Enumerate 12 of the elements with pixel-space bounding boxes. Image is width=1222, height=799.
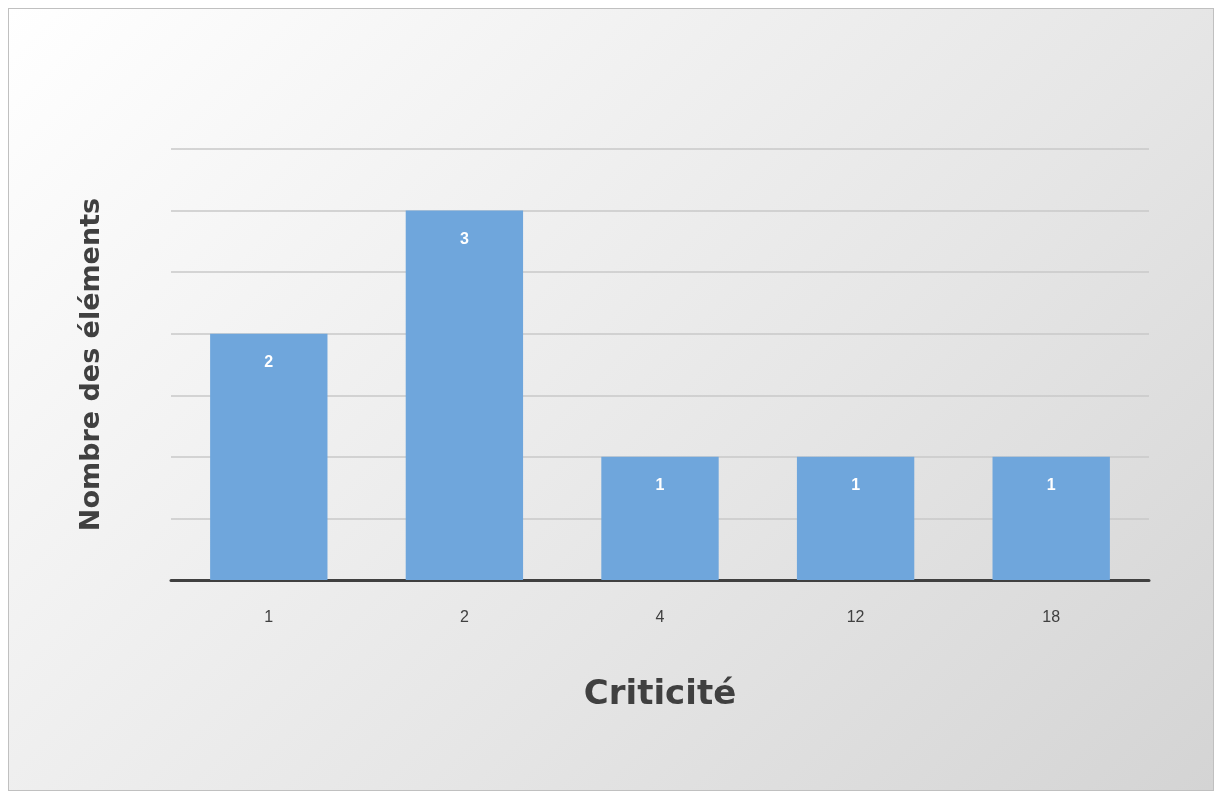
data-label: 1 <box>655 476 665 494</box>
x-tick-label: 4 <box>655 607 665 625</box>
data-label: 1 <box>851 476 861 494</box>
x-tick-label: 18 <box>1042 607 1061 625</box>
x-tick-label: 2 <box>459 607 469 625</box>
data-label: 3 <box>459 230 469 248</box>
x-tick-label: 12 <box>846 607 865 625</box>
data-label: 2 <box>264 353 274 371</box>
x-axis-title: Criticité <box>583 672 737 712</box>
y-axis-title: Nombre des éléments <box>74 197 105 532</box>
data-label: 1 <box>1046 476 1056 494</box>
x-tick-label: 1 <box>264 607 274 625</box>
